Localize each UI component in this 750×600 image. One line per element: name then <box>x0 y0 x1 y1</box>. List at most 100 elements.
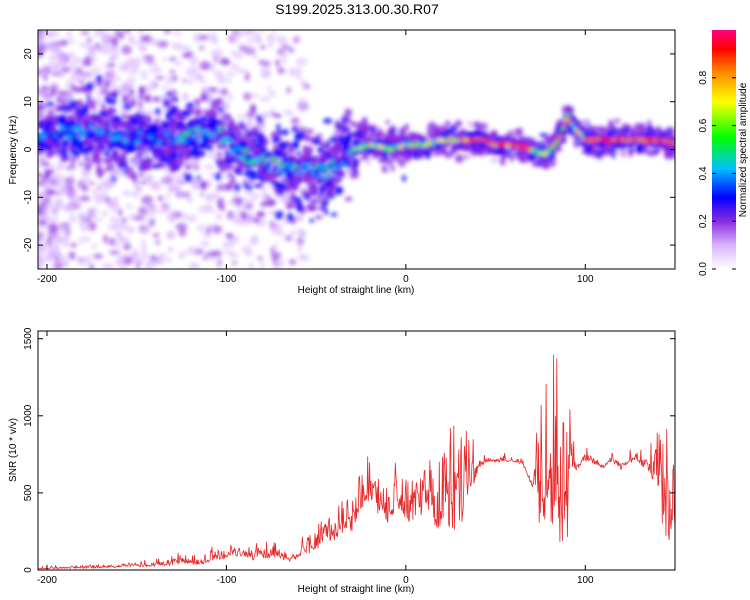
heatmap-cell <box>53 213 58 224</box>
heatmap-cell <box>104 183 110 190</box>
heatmap-cell <box>168 57 178 62</box>
heatmap-cell <box>498 145 507 154</box>
heatmap-cell <box>81 104 88 114</box>
heatmap-cell <box>186 198 194 203</box>
heatmap-cell <box>589 125 598 132</box>
heatmap-cell <box>127 76 137 82</box>
heatmap-cell <box>178 138 185 143</box>
heatmap-cell <box>640 132 645 140</box>
heatmap-cell <box>76 144 84 152</box>
heatmap-cell <box>428 133 435 138</box>
heatmap-cell <box>259 30 265 34</box>
heatmap-cell <box>467 119 472 129</box>
heatmap-cell <box>272 30 278 33</box>
heatmap-cell <box>68 213 77 223</box>
heatmap-cell <box>345 145 352 149</box>
heatmap-cell <box>87 134 93 138</box>
heatmap-cell <box>289 180 296 186</box>
heatmap-cell <box>545 155 550 160</box>
heatmap-cell <box>144 137 151 141</box>
heatmap-cell <box>152 125 161 132</box>
heatmap-cell <box>113 53 119 60</box>
heatmap-cell <box>141 150 151 157</box>
heatmap-cell <box>46 153 53 159</box>
heatmap-cell <box>276 258 285 268</box>
heatmap-cell <box>197 72 204 80</box>
heatmap-cell <box>207 149 219 160</box>
heatmap-cell <box>107 263 114 269</box>
heatmap-cell <box>216 143 223 150</box>
heatmap-cell <box>185 101 194 110</box>
heatmap-cell <box>299 231 307 237</box>
heatmap-cell <box>121 190 133 197</box>
heatmap-cell <box>179 115 186 120</box>
heatmap-cell <box>100 103 107 110</box>
heatmap-cell <box>102 234 109 244</box>
heatmap-cell <box>300 171 307 175</box>
heatmap-cell <box>128 61 140 69</box>
heatmap-cell <box>187 78 194 86</box>
heatmap-cell <box>139 214 144 219</box>
heatmap-cell <box>570 123 576 127</box>
heatmap-cell <box>246 129 253 137</box>
heatmap-cell <box>169 166 175 174</box>
heatmap-cell <box>309 168 316 173</box>
heatmap-cell <box>490 157 500 163</box>
heatmap-cell <box>48 223 59 233</box>
heatmap-cell <box>266 198 276 207</box>
heatmap-cell <box>295 71 302 80</box>
heatmap-cell <box>195 248 204 255</box>
heatmap-cell <box>193 98 201 104</box>
heatmap-cell <box>143 94 152 103</box>
heatmap-cell <box>184 132 190 136</box>
heatmap-cell <box>258 59 266 65</box>
heatmap-cell <box>230 151 237 156</box>
heatmap-cell <box>102 32 113 38</box>
heatmap-cell <box>112 38 119 48</box>
heatmap-cell <box>200 240 210 248</box>
heatmap-cell <box>157 195 164 202</box>
heatmap-cell <box>108 68 116 77</box>
heatmap-cell <box>309 218 315 223</box>
heatmap-cell <box>60 225 68 233</box>
heatmap-cell <box>74 126 81 131</box>
heatmap-cell <box>76 134 82 139</box>
heatmap-cell <box>321 185 326 192</box>
heatmap-cell <box>490 138 497 143</box>
heatmap-cell <box>41 161 51 167</box>
heatmap-cell <box>177 136 183 140</box>
heatmap-cell <box>225 154 234 159</box>
heatmap-cell <box>329 161 335 165</box>
heatmap-cell <box>61 221 72 226</box>
heatmap-cell <box>493 146 500 153</box>
heatmap-cell <box>101 39 109 49</box>
heatmap-cell <box>577 131 583 135</box>
heatmap-cell <box>222 102 230 110</box>
heatmap-cell <box>117 208 123 217</box>
heatmap-cell <box>353 159 359 167</box>
heatmap-cell <box>107 62 116 68</box>
heatmap-cell <box>227 171 233 178</box>
heatmap-cell <box>141 161 152 167</box>
heatmap-cell <box>67 135 73 139</box>
heatmap-cell <box>245 164 251 170</box>
heatmap-cell <box>101 210 108 217</box>
x-tick-label: -200 <box>37 274 57 285</box>
heatmap-cell <box>334 120 340 125</box>
heatmap-cell <box>383 134 391 142</box>
heatmap-cell <box>211 49 216 59</box>
heatmap-cell <box>497 137 506 143</box>
heatmap-cell <box>276 123 281 132</box>
heatmap-cell <box>136 143 145 148</box>
heatmap-cell <box>38 201 48 209</box>
heatmap-cell <box>331 166 337 170</box>
heatmap-cell <box>158 160 164 166</box>
heatmap-cell <box>75 106 82 114</box>
heatmap-cell <box>369 137 374 142</box>
heatmap-cell <box>295 130 306 141</box>
heatmap-cell <box>62 139 70 146</box>
heatmap-cell <box>402 145 409 153</box>
heatmap-cell <box>163 167 168 173</box>
heatmap-cell <box>242 124 248 132</box>
colorbar-tick-label: 0.4 <box>698 166 709 180</box>
